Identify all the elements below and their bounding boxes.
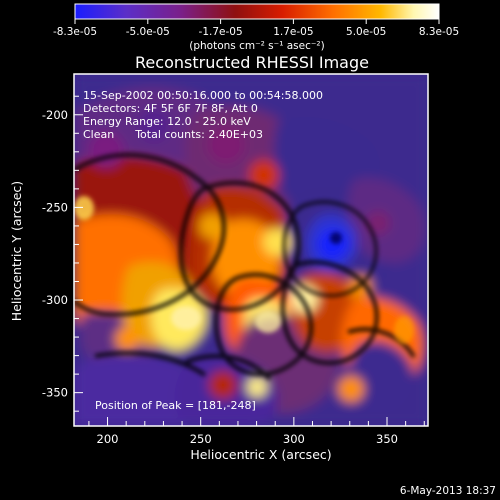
colorbar <box>74 3 440 20</box>
heatmap-highlight-1 <box>171 306 201 330</box>
x-axis-label: Heliocentric X (arcsec) <box>190 447 331 462</box>
contour-line-1 <box>74 152 226 317</box>
contour-line-3 <box>214 272 313 377</box>
heatmap-blob-27 <box>249 160 279 190</box>
heatmap-plot <box>74 74 428 426</box>
colorbar-tick-label: -8.3e-05 <box>53 26 97 38</box>
heatmap-highlight-5 <box>330 232 342 244</box>
contour-line-4 <box>280 260 379 365</box>
heatmap-blob-25 <box>138 109 170 141</box>
heatmap-highlight-3 <box>74 196 94 220</box>
heatmap-blob-32 <box>366 211 390 235</box>
colorbar-tick-label: 1.7e-05 <box>273 26 313 38</box>
heatmap-blob-28 <box>199 213 225 239</box>
chart-title: Reconstructed RHESSI Image <box>135 53 369 72</box>
colorbar-group: -8.3e-05 -5.0e-05 -1.7e-05 1.7e-05 5.0e-05 8.… <box>53 3 459 52</box>
y-axis-tick-label: -300 <box>42 293 68 307</box>
x-axis-tick-label: 350 <box>376 432 398 446</box>
annotation-line-2: Detectors: 4F 5F 6F 7F 8F, Att 0 <box>83 102 258 115</box>
colorbar-tick-label: 8.3e-05 <box>419 26 459 38</box>
heatmap-blob-34 <box>209 371 237 399</box>
contour-line-2 <box>179 180 301 312</box>
contour-overlays <box>74 152 416 381</box>
x-axis: 200 250 300 350 <box>88 417 425 446</box>
annotation-block: 15-Sep-2002 00:50:16.000 to 00:54:58.000… <box>83 89 323 412</box>
colorbar-units-label: (photons cm⁻² s⁻¹ asec⁻²) <box>189 40 324 52</box>
annotation-line-1: 15-Sep-2002 00:50:16.000 to 00:54:58.000 <box>83 89 323 102</box>
footer-timestamp: 6-May-2013 18:37 <box>400 485 496 497</box>
colorbar-ticks: -8.3e-05 -5.0e-05 -1.7e-05 1.7e-05 5.0e-05 8.… <box>53 19 459 38</box>
contour-line-6 <box>94 351 207 377</box>
annotation-line-4: Clean Total counts: 2.40E+03 <box>83 128 263 141</box>
heatmap-blob-26 <box>207 126 245 164</box>
heatmap-highlight-4 <box>394 316 414 344</box>
y-axis-label: Heliocentric Y (arcsec) <box>9 181 24 321</box>
colorbar-tick-label: -1.7e-05 <box>199 26 243 38</box>
y-axis: -200 -250 -300 -350 <box>42 95 83 412</box>
contour-line-5 <box>282 200 378 298</box>
heatmap-blob-36 <box>338 376 364 402</box>
peak-position-label: Position of Peak = [181,-248] <box>95 399 256 412</box>
x-axis-tick-label: 250 <box>190 432 212 446</box>
heatmap-blob-35 <box>247 377 267 397</box>
colorbar-tick-label: -5.0e-05 <box>126 26 170 38</box>
contour-line-7 <box>185 354 272 381</box>
heatmap-blobs <box>74 74 428 426</box>
x-axis-tick-label: 200 <box>97 432 119 446</box>
heatmap-highlight-2 <box>255 311 281 333</box>
heatmap-blob-33 <box>115 327 139 351</box>
plot-frame <box>73 73 429 427</box>
y-axis-tick-label: -200 <box>42 108 68 122</box>
heatmap-blob-21 <box>348 341 414 415</box>
colorbar-tick-label: 5.0e-05 <box>346 26 386 38</box>
annotation-line-3: Energy Range: 12.0 - 25.0 keV <box>83 115 251 128</box>
y-axis-tick-label: -350 <box>42 386 68 400</box>
y-axis-tick-label: -250 <box>42 200 68 214</box>
contour-line-8 <box>347 327 416 359</box>
heatmap-highlights <box>74 196 414 344</box>
x-axis-tick-label: 300 <box>283 432 305 446</box>
